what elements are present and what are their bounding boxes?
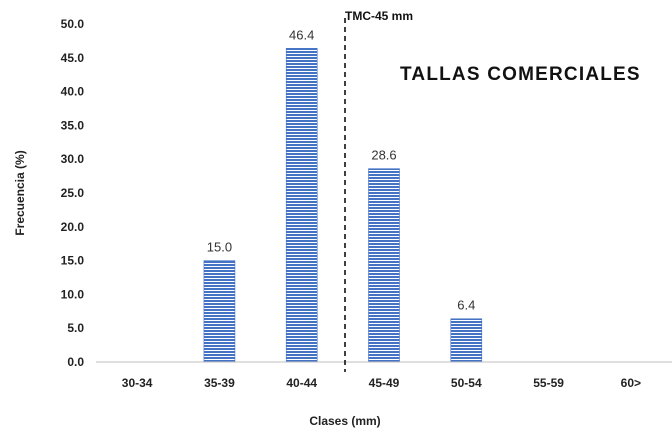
y-tick-label: 0.0 (67, 355, 84, 369)
x-tick-label: 35-39 (204, 376, 235, 390)
commercial-sizes-label: TALLAS COMERCIALES (400, 64, 641, 85)
bar (285, 48, 318, 363)
y-tick-label: 40.0 (61, 85, 85, 99)
y-tick-label: 20.0 (61, 220, 85, 234)
bar-data-label: 46.4 (289, 27, 314, 42)
bar-data-label: 6.4 (457, 298, 475, 313)
bar (450, 318, 483, 363)
y-tick-label: 10.0 (61, 287, 85, 301)
x-tick-label: 30-34 (122, 376, 153, 390)
x-tick-label: 40-44 (286, 376, 317, 390)
tmc-threshold-label: TMC-45 mm (345, 9, 413, 23)
x-tick-label: 45-49 (369, 376, 400, 390)
x-tick-label: 60> (621, 376, 641, 390)
x-tick-label: 50-54 (451, 376, 482, 390)
y-axis-ticks: 0.0 5.0 10.0 15.0 20.0 25.0 30.0 35.0 40.0 45.0 50… (61, 17, 85, 369)
y-tick-label: 35.0 (61, 118, 85, 132)
y-tick-label: 50.0 (61, 17, 85, 31)
x-axis-ticks: 30-34 35-39 40-44 45-49 50-54 55-59 60> (122, 376, 641, 390)
bar-data-label: 15.0 (207, 240, 232, 255)
x-tick-label: 55-59 (533, 376, 564, 390)
y-tick-label: 25.0 (61, 186, 85, 200)
y-tick-label: 45.0 (61, 51, 85, 65)
y-tick-label: 5.0 (67, 321, 84, 335)
x-axis-title: Clases (mm) (309, 414, 380, 428)
y-axis-title: Frecuencia (%) (13, 150, 27, 235)
bar-data-labels: 15.0 46.4 28.6 6.4 (207, 27, 476, 312)
y-tick-label: 15.0 (61, 254, 85, 268)
bar (368, 168, 400, 363)
bar-data-label: 28.6 (371, 148, 396, 163)
bars (203, 48, 483, 363)
y-tick-label: 30.0 (61, 152, 85, 166)
bar (203, 260, 236, 363)
